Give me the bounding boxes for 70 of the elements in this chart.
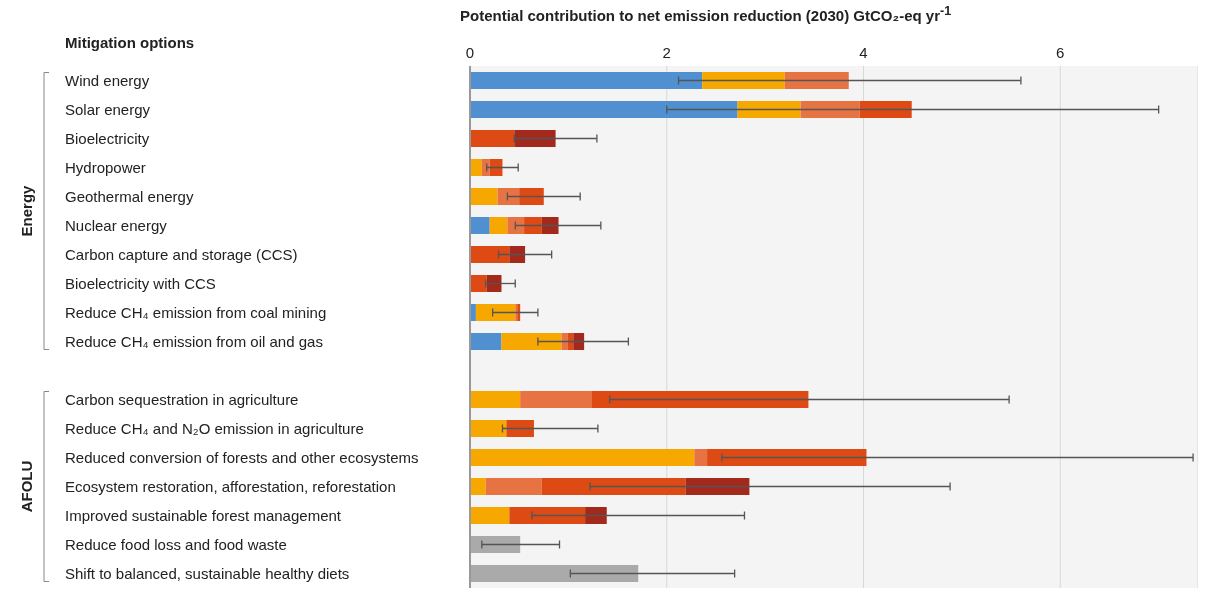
y-tick-label: Reduce CH₄ and N₂O emission in agriculture xyxy=(65,419,364,437)
y-tick-label: Solar energy xyxy=(65,100,151,118)
bar xyxy=(470,420,507,437)
y-tick-label: Bioelectricity xyxy=(65,129,150,147)
bar xyxy=(585,507,607,524)
bar xyxy=(470,449,695,466)
x-axis-title: Potential contribution to net emission reduction (2030) GtCO₂-eq yr$^{-1}$ xyxy=(460,4,952,24)
y-tick-label: Carbon capture and storage (CCS) xyxy=(65,245,298,263)
y-tick-label: Reduced conversion of forests and other ecosystems xyxy=(65,448,419,466)
y-tick-label: Ecosystem restoration, afforestation, reforestation xyxy=(65,477,396,495)
y-tick-label: Carbon sequestration in agriculture xyxy=(65,390,299,408)
bar xyxy=(591,391,809,408)
bar xyxy=(506,420,534,437)
bar xyxy=(470,101,738,118)
bar xyxy=(541,217,559,234)
y-tick-label: Nuclear energy xyxy=(65,216,168,234)
bar xyxy=(470,507,510,524)
y-tick-label: Reduce CH₄ emission from coal mining xyxy=(65,303,327,321)
bar xyxy=(470,333,502,350)
bar xyxy=(541,478,686,495)
bar xyxy=(501,333,562,350)
bar xyxy=(784,72,849,89)
bar xyxy=(497,188,520,205)
bar xyxy=(520,391,592,408)
bar xyxy=(470,159,482,176)
bar xyxy=(524,217,542,234)
bar xyxy=(509,507,586,524)
y-tick-label: Bioelectricity with CCS xyxy=(65,274,216,292)
text: AFOLU xyxy=(18,460,35,513)
bar xyxy=(567,333,574,350)
y-tick-label: Hydropower xyxy=(65,158,146,176)
bar xyxy=(514,130,556,147)
bar xyxy=(561,333,568,350)
y-tick-label: Shift to balanced, sustainable healthy diets xyxy=(65,564,350,582)
bar xyxy=(702,72,785,89)
bar xyxy=(470,565,639,582)
bar xyxy=(470,246,510,263)
y-tick-label: Geothermal energy xyxy=(65,187,194,205)
y-axis-title: Mitigation options xyxy=(65,34,195,51)
bar xyxy=(800,101,860,118)
bar xyxy=(470,72,703,89)
bar xyxy=(573,333,585,350)
bar xyxy=(481,159,490,176)
bar xyxy=(470,188,498,205)
y-tick-label: Improved sustainable forest management xyxy=(65,506,342,524)
bar xyxy=(470,391,521,408)
bar xyxy=(737,101,801,118)
bar xyxy=(470,217,490,234)
x-tick-label: 0 xyxy=(465,44,475,61)
bar xyxy=(470,130,515,147)
x-tick-label: 4 xyxy=(859,44,868,61)
x-tick-label: 6 xyxy=(1056,44,1065,61)
text: Energy xyxy=(18,184,35,237)
bar xyxy=(519,188,544,205)
bar xyxy=(470,478,486,495)
bar xyxy=(509,246,526,263)
bar xyxy=(470,275,487,292)
bar xyxy=(485,478,542,495)
y-tick-label: Wind energy xyxy=(65,71,150,89)
bar xyxy=(507,217,525,234)
y-tick-label: Reduce food loss and food waste xyxy=(65,535,287,553)
bar xyxy=(707,449,867,466)
bar xyxy=(694,449,708,466)
bar xyxy=(685,478,750,495)
bar xyxy=(859,101,912,118)
bar xyxy=(475,304,516,321)
bar xyxy=(470,536,521,553)
bar xyxy=(489,217,508,234)
x-tick-label: 2 xyxy=(662,44,671,61)
y-tick-label: Reduce CH₄ emission from oil and gas xyxy=(65,332,323,350)
